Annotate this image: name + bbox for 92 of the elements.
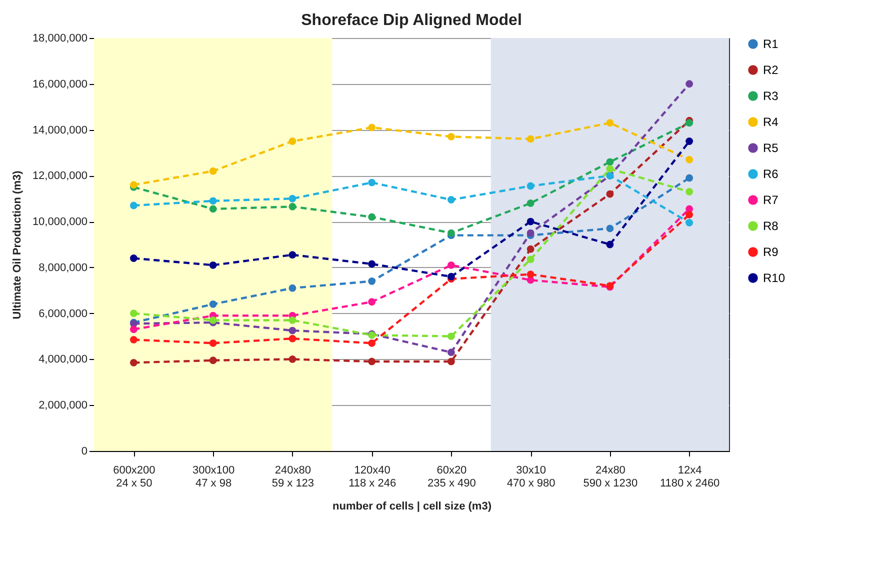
point <box>526 245 534 253</box>
point <box>368 278 376 285</box>
point <box>447 229 455 237</box>
legend-label: R2 <box>763 63 779 77</box>
point <box>130 336 138 344</box>
point <box>209 205 217 213</box>
point <box>368 178 376 186</box>
point <box>130 202 138 210</box>
chart-title: Shoreface Dip Aligned Model <box>301 12 522 29</box>
y-axis-title: Ultimate Oil Production (m3) <box>11 170 24 320</box>
point <box>288 334 296 342</box>
point <box>686 210 694 218</box>
point <box>447 332 455 340</box>
x-tick-label: 300x100 47 x 98 <box>192 464 235 490</box>
point <box>368 339 376 347</box>
point <box>526 218 534 226</box>
point <box>368 358 376 366</box>
point <box>288 202 296 210</box>
point <box>686 219 694 226</box>
x-tick-label: 120x40 118 x 246 <box>348 464 396 490</box>
legend-label: R4 <box>763 115 779 129</box>
y-tick-label: 0 <box>81 446 88 458</box>
point <box>368 213 376 221</box>
point <box>288 316 296 324</box>
point <box>606 158 614 166</box>
point <box>526 200 534 207</box>
point <box>368 124 376 132</box>
point <box>209 316 217 324</box>
point <box>209 356 217 364</box>
point <box>288 138 296 145</box>
point <box>447 348 455 356</box>
y-tick-label: 14,000,000 <box>32 124 88 136</box>
point <box>526 182 534 190</box>
legend-label: R3 <box>763 89 779 103</box>
point <box>447 358 455 366</box>
point <box>130 358 138 366</box>
point <box>130 310 138 318</box>
y-tick-label: 10,000,000 <box>32 216 88 228</box>
point <box>368 298 376 306</box>
point <box>209 197 217 205</box>
x-axis-title: number of cells | cell size (m3) <box>332 500 492 512</box>
point <box>526 270 534 278</box>
y-tick-label: 16,000,000 <box>32 78 88 90</box>
legend-label: R10 <box>763 271 786 285</box>
point <box>209 339 217 347</box>
point <box>686 174 694 182</box>
x-tick-label: 240x80 59 x 123 <box>272 464 314 490</box>
legend-label: R6 <box>763 167 779 181</box>
legend-label: R5 <box>763 141 779 155</box>
point <box>209 300 217 308</box>
x-tick-label: 12x4 1180 x 2460 <box>660 464 720 490</box>
point <box>686 138 694 145</box>
point <box>130 326 138 334</box>
point <box>686 156 694 164</box>
y-tick-label: 8,000,000 <box>38 262 88 274</box>
point <box>288 326 296 334</box>
point <box>606 119 614 127</box>
point <box>288 251 296 259</box>
point <box>606 240 614 248</box>
x-tick-label: 600x200 24 x 50 <box>113 464 156 490</box>
point <box>686 188 694 196</box>
x-tick-label: 60x20 235 x 490 <box>428 464 476 490</box>
legend-label: R9 <box>763 245 779 259</box>
point <box>606 224 614 232</box>
legend-label: R7 <box>763 193 779 207</box>
point <box>447 272 455 280</box>
point <box>447 196 455 204</box>
point <box>209 261 217 269</box>
y-tick-label: 12,000,000 <box>32 170 88 182</box>
y-tick-label: 18,000,000 <box>32 32 88 44</box>
point <box>606 190 614 198</box>
point <box>606 165 614 172</box>
x-tick-label: 24x80 590 x 1230 <box>583 464 638 490</box>
x-tick-label: 30x10 470 x 980 <box>506 464 556 490</box>
point <box>130 254 138 262</box>
point <box>209 167 217 175</box>
legend-label: R1 <box>763 37 779 51</box>
point <box>447 261 455 269</box>
point <box>686 80 694 88</box>
point <box>447 132 455 140</box>
point <box>686 119 694 127</box>
legend-label: R8 <box>763 219 779 233</box>
point <box>288 284 296 292</box>
point <box>526 256 534 264</box>
point <box>368 260 376 268</box>
y-tick-label: 6,000,000 <box>38 308 88 320</box>
point <box>288 356 296 363</box>
y-tick-label: 2,000,000 <box>38 400 88 412</box>
y-tick-label: 4,000,000 <box>38 354 88 366</box>
point <box>526 135 534 143</box>
point <box>526 229 534 237</box>
point <box>288 194 296 202</box>
